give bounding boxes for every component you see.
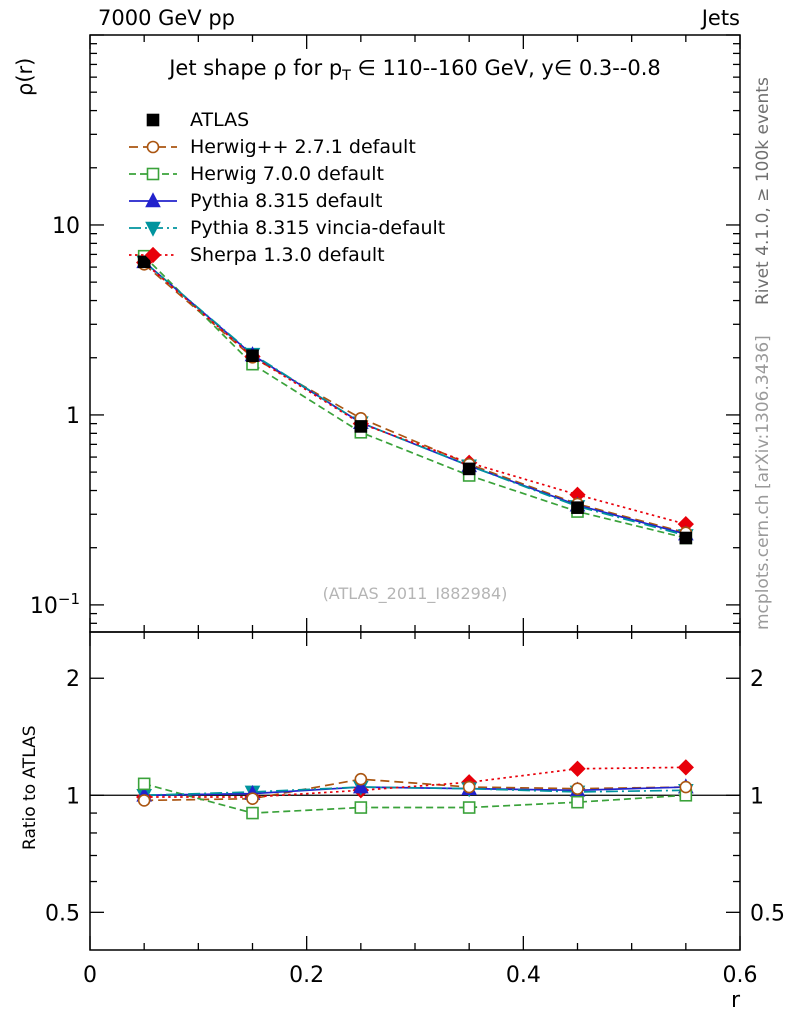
y-axis-title: ρ(r) (13, 57, 37, 96)
sherpa-1-3-0-default-marker-icon (129, 246, 177, 263)
legend-label: ATLAS (190, 108, 250, 131)
legend-item-atlas: ATLAS (128, 106, 445, 133)
legend-label: Pythia 8.315 default (190, 189, 383, 212)
legend-label: Herwig++ 2.7.1 default (190, 135, 416, 158)
ratio-panel-frame (89, 631, 741, 951)
legend-label: Pythia 8.315 vincia-default (190, 216, 446, 239)
legend-label: Sherpa 1.3.0 default (190, 243, 385, 266)
svg-text:10−1: 10−1 (30, 590, 80, 619)
ratio-panel-data (90, 759, 740, 820)
svg-text:10: 10 (52, 214, 80, 239)
x-axis-title: r (730, 988, 740, 1013)
svg-text:0.2: 0.2 (289, 963, 324, 988)
legend-item-pythia-8-315-vincia-default: Pythia 8.315 vincia-default (128, 214, 445, 241)
svg-text:1: 1 (66, 404, 80, 429)
beam-label: 7000 GeV pp (98, 6, 236, 30)
svg-text:0.4: 0.4 (506, 963, 541, 988)
herwig-2-7-1-default-marker-icon (129, 140, 177, 153)
svg-text:0.6: 0.6 (723, 963, 758, 988)
svg-text:0: 0 (83, 963, 97, 988)
ratio-y-axis-title: Ratio to ATLAS (20, 725, 40, 851)
pythia-8-315-vincia-default-marker-icon (129, 221, 177, 237)
legend-label: Herwig 7.0.0 default (190, 162, 384, 185)
svg-text:2: 2 (750, 667, 764, 692)
legend-item-sherpa-1-3-0-default: Sherpa 1.3.0 default (128, 241, 445, 268)
plot-title-pre: Jet shape ρ for p (169, 56, 343, 80)
main-panel-data (136, 249, 694, 545)
legend-item-herwig-2-7-1-default: Herwig++ 2.7.1 default (128, 133, 445, 160)
plot-title-sub: T (342, 68, 351, 85)
plot-title-post: ∈ 110--160 GeV, y∈ 0.3--0.8 (350, 56, 661, 80)
svg-text:2: 2 (66, 667, 80, 692)
legend-item-pythia-8-315-default: Pythia 8.315 default (128, 187, 445, 214)
legend: ATLAS Herwig++ 2.7.1 default Herwig 7.0.0 … (128, 106, 445, 268)
herwig-7-0-0-default-marker-icon (129, 167, 177, 180)
rivet-version-label: Rivet 4.1.0, ≥ 100k events (753, 77, 773, 305)
analysis-group-label: Jets (701, 6, 740, 30)
analysis-id-watermark: (ATLAS_2011_I882984) (322, 584, 508, 603)
legend-item-herwig-7-0-0-default: Herwig 7.0.0 default (128, 160, 445, 187)
svg-text:0.5: 0.5 (45, 901, 80, 926)
atlas-marker-icon (146, 113, 160, 126)
pythia-8-315-default-marker-icon (129, 191, 177, 207)
mcplots-reference-label: mcplots.cern.ch [arXiv:1306.3436] (753, 335, 773, 630)
svg-text:1: 1 (66, 784, 80, 809)
svg-text:1: 1 (750, 784, 764, 809)
plot-title: Jet shape ρ for pT ∈ 110--160 GeV, y∈ 0.… (90, 56, 740, 84)
svg-text:0.5: 0.5 (750, 901, 785, 926)
